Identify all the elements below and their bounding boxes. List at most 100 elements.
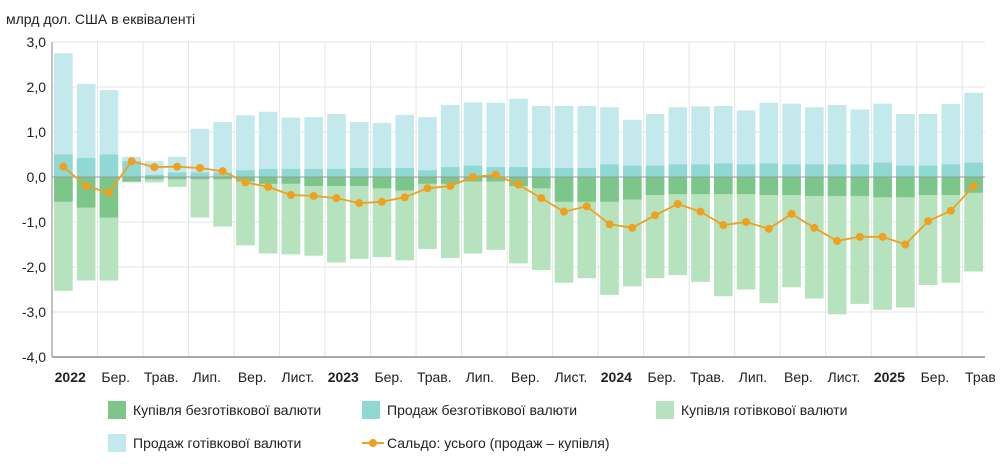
bar xyxy=(691,177,710,282)
balance-point xyxy=(514,180,523,189)
bar xyxy=(691,164,710,177)
balance-point xyxy=(309,191,318,200)
x-tick-label: Лип. xyxy=(466,369,494,385)
y-tick-label: 0,0 xyxy=(27,169,47,185)
bar xyxy=(509,167,528,177)
bar xyxy=(645,165,665,177)
legend-label: Купівля готівкової валюти xyxy=(681,402,847,418)
x-axis-ticks: 2022 Бер. Трав. Лип. Вер. Лист. 2023 Бер. Трав. Л… xyxy=(55,369,996,385)
balance-line-group xyxy=(59,157,978,249)
bar xyxy=(668,177,688,195)
bar xyxy=(440,177,460,258)
bar xyxy=(759,177,779,303)
balance-point xyxy=(719,221,728,230)
legend-swatch xyxy=(108,401,126,419)
x-tick-label: Вер. xyxy=(511,369,540,385)
bar xyxy=(213,177,233,227)
bar xyxy=(941,177,961,195)
bar xyxy=(577,177,597,279)
legend-label: Продаж готівкової валюти xyxy=(133,435,301,451)
balance-point xyxy=(742,218,751,226)
bar xyxy=(896,114,915,177)
y-tick-label: 3,0 xyxy=(27,34,47,50)
balance-point xyxy=(218,167,227,176)
balance-point xyxy=(673,200,682,208)
bar xyxy=(258,111,278,177)
bar xyxy=(258,177,278,184)
bar xyxy=(304,168,324,177)
bar xyxy=(372,177,392,189)
legend-label: Сальдо: усього (продаж – купівля) xyxy=(387,435,610,451)
bar xyxy=(281,168,301,177)
bar xyxy=(645,177,665,195)
bar xyxy=(941,177,961,283)
bar xyxy=(645,114,665,177)
y-tick-label: 1,0 xyxy=(27,124,47,140)
bar xyxy=(372,168,392,177)
bar xyxy=(167,172,187,177)
bar xyxy=(668,177,688,276)
x-tick-label: Лист. xyxy=(828,369,861,385)
legend-label: Купівля безготівкової валюти xyxy=(133,402,321,418)
bar xyxy=(190,177,210,180)
balance-point xyxy=(810,223,819,232)
bar xyxy=(418,117,437,177)
bar xyxy=(827,105,847,177)
bar xyxy=(395,168,415,177)
bar xyxy=(463,165,483,177)
y-tick-label: -2,0 xyxy=(22,259,46,275)
legend-item: Купівля готівкової валюти xyxy=(656,401,847,419)
bar xyxy=(509,98,528,177)
bar xyxy=(486,177,506,182)
bar xyxy=(782,177,801,288)
bar xyxy=(145,177,164,183)
bar xyxy=(372,123,392,177)
bar xyxy=(190,177,210,218)
bar xyxy=(327,177,346,186)
x-tick-label: Вер. xyxy=(238,369,267,385)
bar xyxy=(782,164,801,177)
bar xyxy=(827,177,847,196)
bar xyxy=(258,177,278,254)
bar xyxy=(213,122,233,177)
bar xyxy=(713,177,733,297)
bar xyxy=(395,114,415,177)
balance-point xyxy=(787,209,796,218)
x-tick-label: Бер. xyxy=(921,369,950,385)
y-tick-label: -4,0 xyxy=(22,349,46,365)
bar xyxy=(440,167,460,177)
bar xyxy=(213,177,233,180)
bar xyxy=(782,177,801,195)
bar xyxy=(349,177,369,259)
bar xyxy=(896,165,915,177)
bar xyxy=(531,105,551,177)
x-tick-label: 2022 xyxy=(55,369,86,385)
balance-point xyxy=(82,182,91,190)
bar xyxy=(76,83,96,177)
balance-point xyxy=(400,193,409,202)
bar xyxy=(736,177,756,195)
y-tick-label: -1,0 xyxy=(22,214,46,230)
balance-point xyxy=(946,206,955,215)
bar xyxy=(918,165,938,177)
bar xyxy=(281,177,301,255)
bar xyxy=(236,170,255,177)
bar xyxy=(372,177,392,258)
x-tick-label: Трав. xyxy=(417,369,452,385)
bar xyxy=(190,128,210,177)
legend-point-swatch xyxy=(369,439,377,447)
bar xyxy=(896,177,915,198)
bar xyxy=(804,177,824,299)
bar xyxy=(122,177,141,182)
balance-point xyxy=(173,162,182,171)
bar xyxy=(395,177,415,191)
bar xyxy=(440,177,460,184)
bar xyxy=(600,177,619,202)
bar xyxy=(349,177,369,186)
balance-point xyxy=(969,182,978,190)
bar xyxy=(76,177,96,208)
bar xyxy=(759,177,779,195)
bar xyxy=(964,162,983,177)
balance-point xyxy=(286,191,295,199)
bar xyxy=(167,177,187,187)
